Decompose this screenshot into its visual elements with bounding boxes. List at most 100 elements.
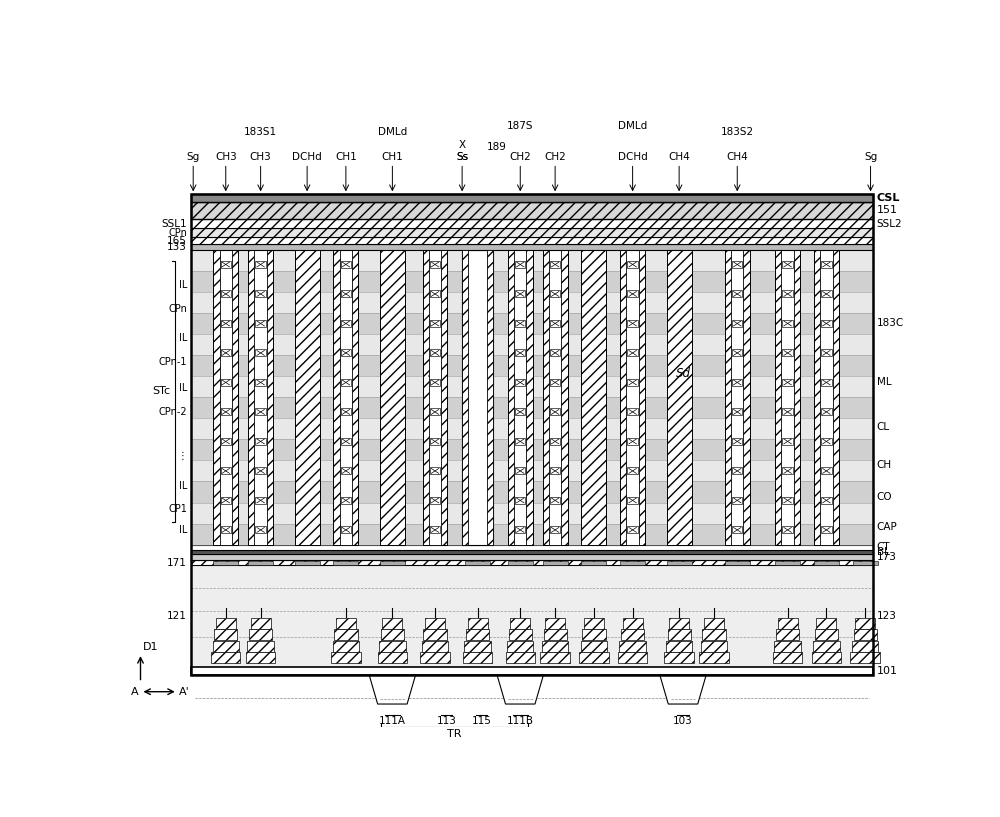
Bar <box>191 440 213 461</box>
Bar <box>782 526 793 534</box>
Bar <box>238 355 248 376</box>
Bar <box>550 497 560 504</box>
Bar <box>191 250 873 545</box>
Bar <box>606 440 620 461</box>
Bar <box>380 250 405 545</box>
Bar <box>238 502 248 524</box>
Text: IL: IL <box>179 383 187 393</box>
Bar <box>255 379 266 386</box>
Bar <box>255 320 266 327</box>
Text: Ss: Ss <box>456 152 468 162</box>
Bar <box>255 408 266 415</box>
Bar <box>320 334 333 355</box>
Bar <box>341 291 351 297</box>
Bar <box>273 292 295 313</box>
Bar <box>568 397 581 418</box>
Text: DCHd: DCHd <box>618 152 648 162</box>
Bar <box>493 270 508 292</box>
Bar <box>839 313 873 334</box>
Bar <box>191 202 873 219</box>
Bar <box>568 440 581 461</box>
Text: CH4: CH4 <box>726 152 748 162</box>
Bar <box>692 355 725 376</box>
Bar <box>447 292 462 313</box>
Bar <box>251 618 271 628</box>
Bar <box>776 629 799 641</box>
Bar <box>191 219 873 228</box>
Bar <box>493 355 508 376</box>
Bar <box>821 350 832 356</box>
Bar <box>515 379 525 386</box>
Bar <box>320 397 333 418</box>
Bar <box>221 467 231 475</box>
Bar <box>221 497 231 504</box>
Text: BL: BL <box>877 547 890 557</box>
Bar <box>320 376 333 397</box>
Bar <box>550 291 560 297</box>
Bar <box>778 618 798 628</box>
Bar <box>618 653 647 663</box>
Bar <box>800 502 814 524</box>
Bar <box>447 397 462 418</box>
Bar <box>550 467 560 475</box>
Bar <box>341 408 351 415</box>
Bar <box>839 502 873 524</box>
Bar <box>533 250 543 270</box>
Bar <box>533 418 543 440</box>
Bar <box>692 524 725 545</box>
Bar <box>358 524 380 545</box>
Bar <box>255 497 266 504</box>
Bar <box>545 618 565 628</box>
Bar <box>273 481 295 502</box>
Bar <box>423 629 447 641</box>
Bar <box>692 292 725 313</box>
Bar <box>701 641 727 652</box>
Bar <box>568 313 581 334</box>
Text: CH3: CH3 <box>250 152 272 162</box>
Bar <box>568 355 581 376</box>
Bar <box>732 261 742 268</box>
Bar <box>692 397 725 418</box>
Bar <box>820 250 833 545</box>
Bar <box>380 560 405 565</box>
Bar <box>568 292 581 313</box>
Text: CH2: CH2 <box>544 152 566 162</box>
Bar <box>405 355 423 376</box>
Text: SSL2: SSL2 <box>877 219 902 229</box>
Bar <box>191 355 213 376</box>
Bar <box>812 653 841 663</box>
Bar <box>821 467 832 475</box>
Bar <box>358 397 380 418</box>
Bar <box>340 250 352 545</box>
Bar <box>466 629 489 641</box>
Bar <box>839 334 873 355</box>
Bar <box>447 313 462 334</box>
Text: CL: CL <box>877 422 890 431</box>
Bar <box>732 291 742 297</box>
Bar <box>381 629 404 641</box>
Bar <box>213 641 239 652</box>
Bar <box>620 250 645 545</box>
Text: CPn: CPn <box>168 304 187 314</box>
Text: CH1: CH1 <box>382 152 403 162</box>
Bar <box>191 560 873 565</box>
Bar <box>248 250 273 545</box>
Text: 171: 171 <box>167 558 187 568</box>
Bar <box>191 461 213 481</box>
Bar <box>850 653 880 663</box>
Bar <box>515 320 525 327</box>
Bar <box>732 320 742 327</box>
Bar <box>732 497 742 504</box>
Bar <box>273 440 295 461</box>
Bar <box>645 355 667 376</box>
Bar <box>515 408 525 415</box>
Bar <box>510 618 530 628</box>
Bar <box>255 291 266 297</box>
Bar <box>692 502 725 524</box>
Bar <box>550 408 560 415</box>
Bar <box>447 250 462 270</box>
Bar <box>247 641 274 652</box>
Bar <box>667 250 692 545</box>
Bar <box>320 270 333 292</box>
Bar <box>405 440 423 461</box>
